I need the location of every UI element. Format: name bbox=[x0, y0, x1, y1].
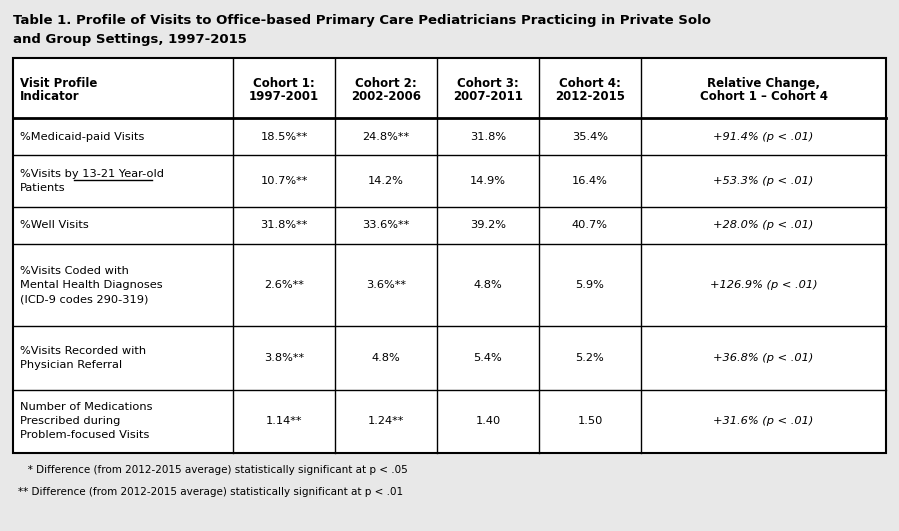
Text: 35.4%: 35.4% bbox=[572, 132, 608, 141]
Text: Problem-focused Visits: Problem-focused Visits bbox=[20, 431, 149, 441]
Text: 24.8%**: 24.8%** bbox=[362, 132, 410, 141]
Text: * Difference (from 2012-2015 average) statistically significant at p < .05: * Difference (from 2012-2015 average) st… bbox=[18, 465, 408, 475]
Text: 39.2%: 39.2% bbox=[470, 220, 506, 230]
Text: 10.7%**: 10.7%** bbox=[261, 176, 307, 186]
Text: %Visits by 13-21 Year-old: %Visits by 13-21 Year-old bbox=[20, 169, 164, 179]
Text: Patients: Patients bbox=[20, 183, 66, 193]
Text: +31.6% (p < .01): +31.6% (p < .01) bbox=[713, 416, 814, 426]
Text: Relative Change,: Relative Change, bbox=[707, 76, 820, 90]
Text: Cohort 1 – Cohort 4: Cohort 1 – Cohort 4 bbox=[699, 90, 827, 103]
Text: 1.24**: 1.24** bbox=[368, 416, 405, 426]
Bar bbox=[13, 58, 886, 453]
Text: %Visits Recorded with: %Visits Recorded with bbox=[20, 346, 147, 356]
Text: Cohort 1:: Cohort 1: bbox=[254, 76, 315, 90]
Text: 3.8%**: 3.8%** bbox=[264, 353, 304, 363]
Text: Prescribed during: Prescribed during bbox=[20, 416, 120, 426]
Text: Cohort 3:: Cohort 3: bbox=[457, 76, 519, 90]
Text: %Visits Coded with: %Visits Coded with bbox=[20, 266, 129, 276]
Text: 1.14**: 1.14** bbox=[266, 416, 302, 426]
Text: Cohort 4:: Cohort 4: bbox=[559, 76, 621, 90]
Text: %Medicaid-paid Visits: %Medicaid-paid Visits bbox=[20, 132, 145, 141]
Text: 5.4%: 5.4% bbox=[474, 353, 503, 363]
Text: 16.4%: 16.4% bbox=[572, 176, 608, 186]
Text: Indicator: Indicator bbox=[20, 90, 80, 103]
Text: 14.9%: 14.9% bbox=[470, 176, 506, 186]
Text: 1.40: 1.40 bbox=[476, 416, 501, 426]
Text: 31.8%**: 31.8%** bbox=[261, 220, 307, 230]
Text: 2002-2006: 2002-2006 bbox=[351, 90, 421, 103]
Text: Cohort 2:: Cohort 2: bbox=[355, 76, 417, 90]
Text: Physician Referral: Physician Referral bbox=[20, 360, 122, 370]
Text: 5.9%: 5.9% bbox=[575, 280, 604, 290]
Text: Visit Profile: Visit Profile bbox=[20, 76, 97, 90]
Text: 1997-2001: 1997-2001 bbox=[249, 90, 319, 103]
Text: 31.8%: 31.8% bbox=[470, 132, 506, 141]
Text: 3.6%**: 3.6%** bbox=[366, 280, 406, 290]
Text: Table 1. Profile of Visits to Office-based Primary Care Pediatricians Practicing: Table 1. Profile of Visits to Office-bas… bbox=[13, 14, 711, 27]
Text: Mental Health Diagnoses: Mental Health Diagnoses bbox=[20, 280, 163, 290]
Text: 40.7%: 40.7% bbox=[572, 220, 608, 230]
Text: and Group Settings, 1997-2015: and Group Settings, 1997-2015 bbox=[13, 33, 247, 46]
Text: Number of Medications: Number of Medications bbox=[20, 402, 153, 413]
Text: 33.6%**: 33.6%** bbox=[362, 220, 410, 230]
Text: +126.9% (p < .01): +126.9% (p < .01) bbox=[709, 280, 817, 290]
Text: +91.4% (p < .01): +91.4% (p < .01) bbox=[713, 132, 814, 141]
Text: 5.2%: 5.2% bbox=[575, 353, 604, 363]
Text: 1.50: 1.50 bbox=[577, 416, 602, 426]
Text: %Well Visits: %Well Visits bbox=[20, 220, 89, 230]
Text: 14.2%: 14.2% bbox=[368, 176, 404, 186]
Text: (ICD-9 codes 290-319): (ICD-9 codes 290-319) bbox=[20, 294, 148, 304]
Text: +53.3% (p < .01): +53.3% (p < .01) bbox=[713, 176, 814, 186]
Text: ** Difference (from 2012-2015 average) statistically significant at p < .01: ** Difference (from 2012-2015 average) s… bbox=[18, 487, 403, 497]
Text: 2.6%**: 2.6%** bbox=[264, 280, 304, 290]
Text: 4.8%: 4.8% bbox=[371, 353, 400, 363]
Text: 2012-2015: 2012-2015 bbox=[555, 90, 625, 103]
Text: 2007-2011: 2007-2011 bbox=[453, 90, 523, 103]
Text: 18.5%**: 18.5%** bbox=[261, 132, 307, 141]
Text: +28.0% (p < .01): +28.0% (p < .01) bbox=[713, 220, 814, 230]
Text: 4.8%: 4.8% bbox=[474, 280, 503, 290]
Text: +36.8% (p < .01): +36.8% (p < .01) bbox=[713, 353, 814, 363]
